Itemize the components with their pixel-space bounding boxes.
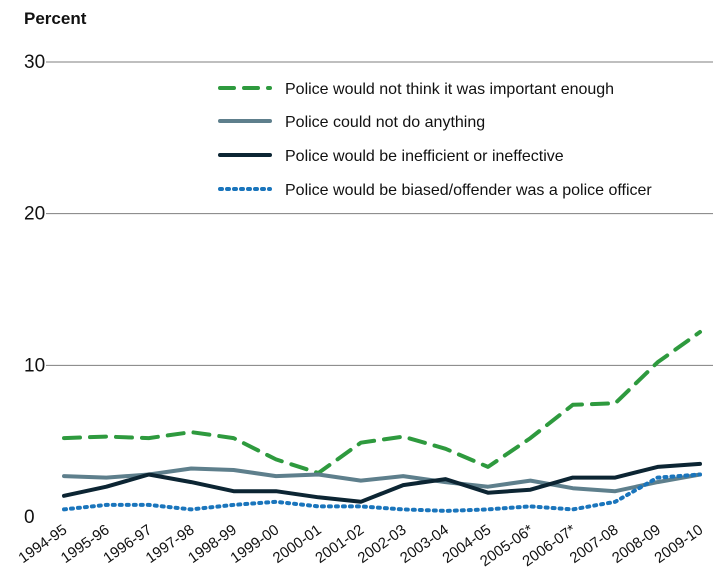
y-tick-label: 10	[24, 355, 45, 376]
series-line-2	[62, 466, 702, 494]
series-lines	[62, 330, 702, 513]
y-tick-label: 20	[24, 204, 45, 225]
y-axis-label: Percent	[24, 9, 87, 28]
y-tick-label: 30	[24, 52, 45, 73]
x-tick-label: 2009-10	[651, 521, 706, 567]
legend-label-4: Police would be biased/offender was a po…	[285, 182, 652, 199]
series-line-4	[62, 472, 702, 513]
series-line-3	[62, 461, 702, 504]
legend-label-1: Police would not think it was important …	[285, 81, 614, 98]
legend-label-3: Police would be inefficient or ineffecti…	[285, 148, 564, 165]
y-tick-labels: 0 10 20 30	[24, 52, 45, 528]
gridlines	[46, 61, 713, 366]
y-tick-label: 0	[24, 507, 35, 528]
legend-label-2: Police could not do anything	[285, 114, 485, 131]
series-line-1	[62, 330, 702, 475]
legend: Police would not think it was important …	[218, 81, 652, 199]
x-tick-labels: 1994-951995-961996-971997-981998-991999-…	[15, 521, 706, 570]
